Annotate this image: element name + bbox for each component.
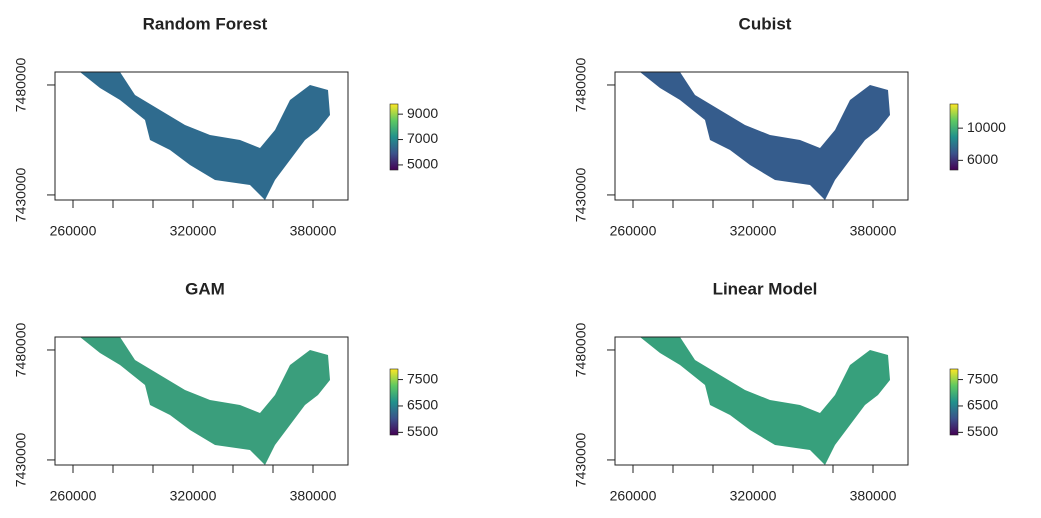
raster-region (640, 72, 890, 200)
colorbar-label: 7500 (407, 370, 438, 386)
colorbar-label: 7000 (407, 130, 438, 146)
x-tick-label: 320000 (170, 223, 217, 239)
x-tick-label: 260000 (610, 488, 657, 504)
colorbar-label: 6500 (967, 397, 998, 413)
x-tick-label: 260000 (610, 223, 657, 239)
panel-title: GAM (185, 279, 225, 298)
raster-region (640, 337, 890, 465)
x-tick-label: 380000 (850, 488, 897, 504)
raster-region (80, 72, 330, 200)
x-tick-label: 380000 (290, 488, 337, 504)
y-tick-label: 7480000 (13, 323, 29, 378)
colorbar-label: 10000 (967, 119, 1006, 135)
y-tick-label: 7480000 (573, 58, 589, 113)
plot-frame (614, 71, 909, 201)
colorbar-label: 9000 (407, 105, 438, 121)
panel-title: Random Forest (143, 14, 268, 33)
plot-frame (54, 71, 349, 201)
colorbar (949, 103, 959, 171)
panel: Linear Model 260000 320000 380000 7430000 748… (573, 279, 999, 503)
colorbar (389, 103, 399, 171)
x-tick-label: 260000 (50, 488, 97, 504)
colorbar (949, 368, 959, 436)
raster-region (80, 337, 330, 465)
panel: Random Forest 260000 320000 380000 7430000 74… (13, 14, 439, 238)
panel: GAM 260000 320000 380000 7430000 7480000 5500 6… (13, 279, 439, 503)
x-tick-label: 320000 (170, 488, 217, 504)
colorbar (389, 368, 399, 436)
colorbar-label: 6000 (967, 151, 998, 167)
x-tick-label: 320000 (730, 488, 777, 504)
y-tick-label: 7430000 (13, 167, 29, 222)
y-tick-label: 7480000 (573, 323, 589, 378)
x-tick-label: 380000 (290, 223, 337, 239)
colorbar-label: 5500 (967, 423, 998, 439)
y-tick-label: 7430000 (573, 167, 589, 222)
colorbar-label: 7500 (967, 370, 998, 386)
panel: Cubist 260000 320000 380000 7430000 7480000 60… (573, 14, 1006, 238)
panel-title: Linear Model (713, 279, 818, 298)
panel-title: Cubist (739, 14, 792, 33)
plot-frame (54, 336, 349, 466)
x-tick-label: 380000 (850, 223, 897, 239)
colorbar-label: 5500 (407, 423, 438, 439)
colorbar-label: 5000 (407, 156, 438, 172)
colorbar-label: 6500 (407, 397, 438, 413)
plot-frame (614, 336, 909, 466)
y-tick-label: 7430000 (13, 432, 29, 487)
x-tick-label: 260000 (50, 223, 97, 239)
y-tick-label: 7430000 (573, 432, 589, 487)
x-tick-label: 320000 (730, 223, 777, 239)
y-tick-label: 7480000 (13, 58, 29, 113)
